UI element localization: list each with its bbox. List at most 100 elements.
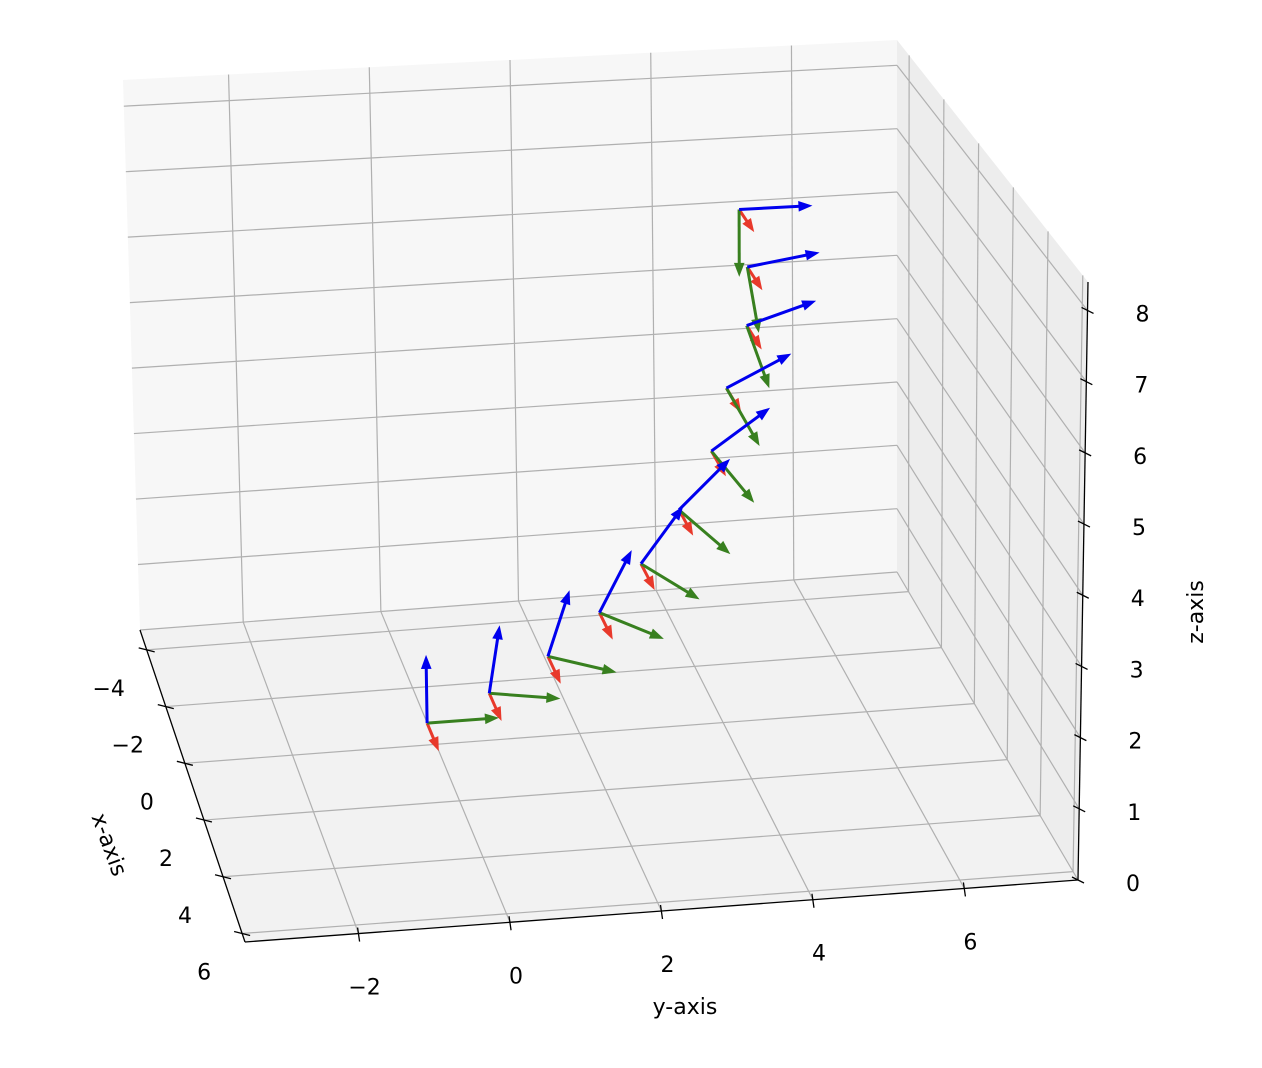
arrow-shaft [725, 356, 784, 390]
arrow-head [716, 540, 731, 555]
y-tick-label: 4 [812, 942, 826, 967]
z-tick-label: 2 [1128, 730, 1142, 755]
arrow-shaft [678, 508, 724, 549]
z-tick [1080, 378, 1093, 386]
arrow-shaft [710, 450, 750, 497]
z-axis-label: z-axis [1184, 580, 1209, 644]
arrow-shaft [739, 204, 803, 212]
arrow-head [484, 713, 499, 725]
pane-floor [140, 572, 1078, 942]
arrow [746, 250, 820, 269]
arrow-shaft [426, 717, 490, 725]
grid-line [133, 381, 898, 435]
arrow [640, 562, 700, 600]
arrow [733, 209, 745, 277]
arrow [546, 655, 561, 684]
grid-line [137, 508, 898, 566]
z-tick-label: 6 [1133, 445, 1147, 470]
grid-line [907, 55, 910, 592]
arrow [425, 722, 439, 752]
grid-line [655, 590, 814, 900]
arrow-shaft [640, 562, 692, 596]
arrow-head [492, 625, 503, 640]
grid-line [793, 579, 965, 889]
z-tick-label: 5 [1132, 516, 1146, 541]
arrow-head [759, 373, 770, 389]
y-tick [811, 893, 815, 908]
y-tick-label: 2 [661, 953, 675, 978]
x-tick [233, 930, 251, 937]
arrow [746, 300, 817, 327]
grid-line [127, 191, 898, 238]
arrow-head [750, 275, 763, 291]
arrow-shaft [546, 599, 568, 657]
z-tick [1077, 520, 1091, 528]
z-tick [1081, 306, 1094, 315]
z-tick [1076, 591, 1090, 599]
arrow [487, 692, 502, 722]
z-tick [1074, 734, 1087, 742]
x-tick-label: 0 [140, 790, 154, 815]
grid-line [896, 571, 1079, 881]
arrow-head [801, 300, 817, 311]
arrow-head [648, 628, 664, 639]
arrow [739, 201, 813, 212]
x-axis-label: x-axis [86, 810, 132, 880]
arrow-head [798, 201, 813, 212]
arrow [710, 407, 771, 453]
arrow-head [601, 663, 617, 675]
arrow-shaft [677, 464, 725, 511]
grid-line [131, 318, 898, 369]
grid-line [135, 444, 898, 500]
x-tick [195, 817, 213, 823]
arrow-shaft [639, 513, 679, 565]
x-tick-label: 4 [178, 904, 192, 929]
y-tick [356, 927, 361, 942]
z-tick [1078, 449, 1092, 457]
arrow-shaft [746, 302, 808, 327]
arrow-head [681, 520, 694, 536]
grid-line [139, 571, 898, 631]
z-tick-label: 1 [1127, 801, 1141, 826]
arrow [547, 654, 617, 675]
arrow [598, 612, 613, 640]
arrow-head [733, 262, 745, 277]
grid-line [896, 445, 1081, 738]
pane-back [123, 40, 897, 630]
arrow [737, 208, 755, 233]
grid-line [896, 381, 1083, 667]
grid-line [896, 508, 1080, 810]
x-axis-line [139, 629, 246, 943]
arrow-shaft [725, 387, 757, 439]
z-tick [1072, 805, 1086, 813]
arrow-shaft [487, 634, 500, 694]
grid-line [380, 611, 511, 923]
arrow-shaft [598, 611, 656, 637]
arrow-head [741, 488, 755, 503]
x-tick-label: −2 [112, 734, 144, 759]
arrow [677, 458, 731, 511]
grid-line [517, 600, 663, 912]
arrow-head [549, 668, 561, 684]
arrow-head [560, 590, 571, 606]
grid-line [125, 128, 898, 173]
arrow [598, 550, 632, 614]
arrow-head [684, 587, 700, 600]
arrow [639, 563, 655, 591]
z-tick-label: 8 [1136, 302, 1150, 327]
y-tick [508, 916, 512, 931]
x-tick [138, 647, 155, 653]
arrow-head [742, 217, 755, 233]
arrow-head [546, 692, 561, 703]
arrow-head [748, 431, 760, 447]
grid-line [123, 64, 898, 107]
arrow [426, 713, 499, 725]
x-tick-label: 6 [197, 960, 211, 985]
arrow [710, 450, 755, 503]
arrow-head [420, 654, 432, 670]
arrow-shaft [424, 664, 429, 724]
arrow-head [601, 624, 613, 640]
x-tick [214, 874, 232, 880]
arrow-shaft [710, 412, 764, 453]
arrow [489, 691, 561, 703]
